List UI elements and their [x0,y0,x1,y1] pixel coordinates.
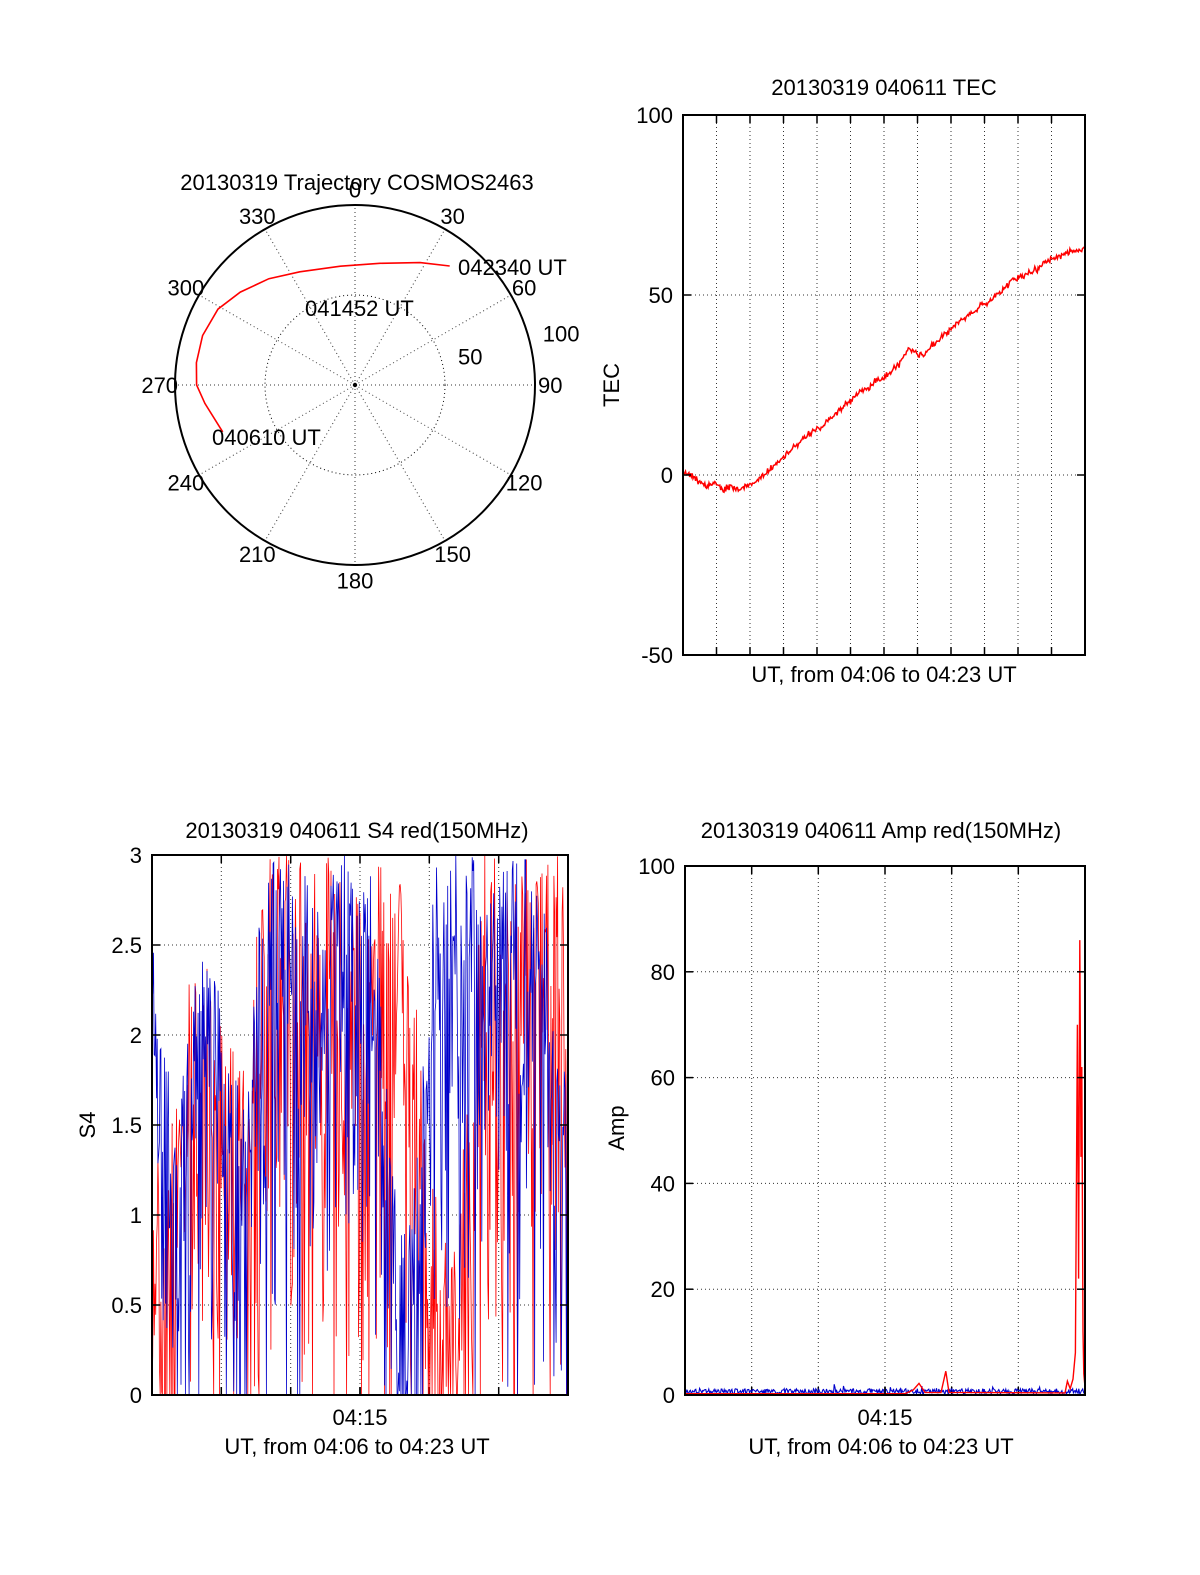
amp-xtick-label: 04:15 [857,1405,912,1430]
trajectory-time-label: 042340 UT [458,255,567,280]
s4-ytick-label: 3 [130,843,142,868]
polar-ring [264,294,446,476]
tec-series-line [682,245,1086,494]
amp-ytick-label: 60 [651,1066,675,1091]
trajectory-path [195,261,450,433]
trajectory-time-label: 041452 UT [305,296,414,321]
s4-ytick-label: 1 [130,1203,142,1228]
polar-azimuth-label: 120 [506,471,543,496]
polar-spoke [354,384,512,476]
amp-chart-title: 20130319 040611 Amp red(150MHz) [700,818,1062,843]
s4-ytick-label: 2 [130,1023,142,1048]
tec-ytick-label: -50 [641,643,673,668]
amp-ytick-label: 0 [663,1383,675,1408]
s4-ytick-label: 0 [130,1383,142,1408]
polar-azimuth-label: 90 [538,373,562,398]
s4-plot: 3 2.5 2 1.5 1 0.5 0 04:15 [111,843,569,1430]
polar-center-mark [352,382,358,388]
amp-ytick-label: 20 [651,1277,675,1302]
tec-ytick-label: 0 [661,463,673,488]
s4-series-line [151,855,569,1396]
amp-ytick-label: 80 [651,960,675,985]
polar-spoke [354,384,446,542]
amp-gridlines [685,866,1085,1395]
s4-ytick-label: 0.5 [111,1293,142,1318]
tec-chart-title: 20130319 040611 TEC [771,75,997,100]
amp-ytick-label: 40 [651,1171,675,1196]
polar-azimuth-label: 150 [434,542,471,567]
amp-x-axis-label: UT, from 04:06 to 04:23 UT [748,1434,1014,1459]
trajectory-chart-title: 20130319 Trajectory COSMOS2463 [180,170,534,195]
s4-ytick-label: 2.5 [111,933,142,958]
polar-azimuth-label: 60 [512,275,536,300]
polar-ring [174,204,536,566]
tec-x-axis-label: UT, from 04:06 to 04:23 UT [751,662,1017,687]
polar-azimuth-label: 270 [141,373,178,398]
trajectory-time-label: 040610 UT [212,425,321,450]
polar-radial-label: 100 [543,322,580,347]
polar-azimuth-label: 240 [168,471,205,496]
polar-azimuth-label: 300 [168,275,205,300]
amp-ytick-label: 100 [638,854,675,879]
polar-azimuth-label: 30 [440,204,464,229]
tec-ytick-label: 100 [636,103,673,128]
tec-gridlines [683,115,1085,655]
tec-plot: 100 50 0 -50 [636,103,1086,668]
polar-azimuth-label: 180 [337,568,374,593]
polar-azimuth-label: 0 [349,178,361,203]
polar-radial-label: 50 [458,344,482,369]
amp-series-line [685,940,1086,1395]
s4-chart-title: 20130319 040611 S4 red(150MHz) [185,818,529,843]
amp-plot: 100 80 60 40 20 0 04:15 [638,854,1086,1430]
polar-azimuth-label: 330 [239,204,276,229]
s4-x-axis-label: UT, from 04:06 to 04:23 UT [224,1434,490,1459]
trajectory-polar-plot: 0 30 60 90 120 150 180 210 240 270 300 330 50 100 0406… [141,178,580,594]
polar-azimuth-label: 210 [239,542,276,567]
s4-ytick-label: 1.5 [111,1113,142,1138]
tec-ytick-label: 50 [649,283,673,308]
tec-axes-box [682,114,1086,656]
s4-xtick-label: 04:15 [332,1405,387,1430]
